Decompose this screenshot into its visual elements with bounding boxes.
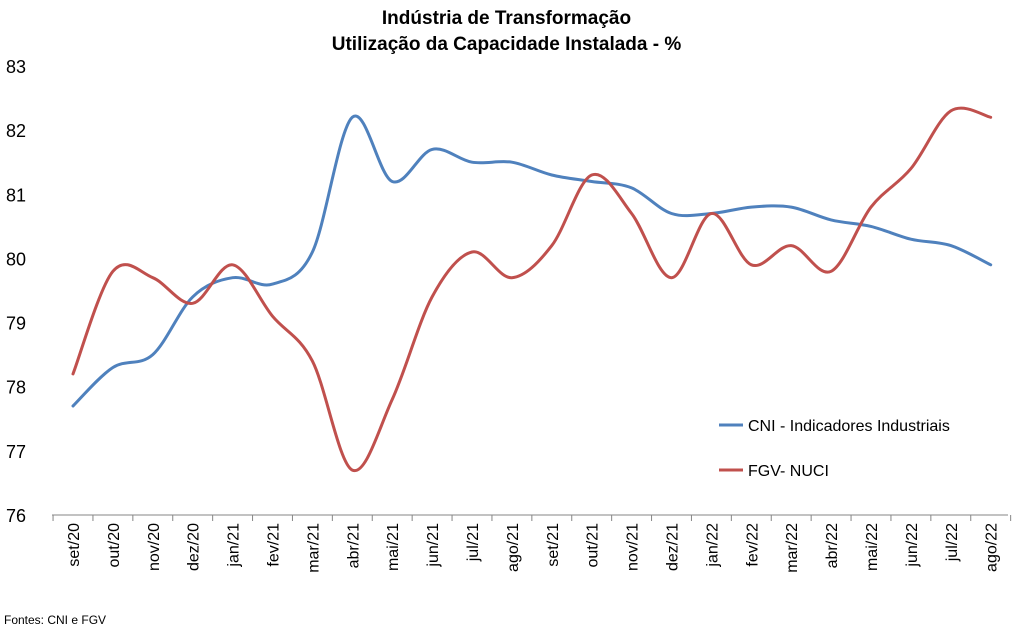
x-tick-label: abr/21 bbox=[345, 523, 362, 568]
x-tick-label: nov/20 bbox=[146, 523, 163, 571]
x-tick-label: abr/22 bbox=[824, 523, 841, 568]
x-tick-label: mar/22 bbox=[784, 523, 801, 573]
x-tick-label: set/20 bbox=[66, 523, 83, 567]
x-tick-label: mai/22 bbox=[864, 523, 881, 571]
x-tick-label: ago/21 bbox=[505, 523, 522, 572]
legend-label: FGV- NUCI bbox=[748, 463, 829, 480]
source-note: Fontes: CNI e FGV bbox=[4, 613, 107, 627]
y-tick-label: 81 bbox=[6, 185, 26, 205]
x-tick-label: jan/22 bbox=[704, 523, 721, 568]
chart-title: Indústria de Transformação bbox=[381, 8, 632, 29]
series-line-2 bbox=[71, 106, 993, 472]
x-tick-label: dez/20 bbox=[186, 523, 203, 571]
x-tick-label: nov/21 bbox=[625, 523, 642, 571]
y-tick-label: 78 bbox=[6, 378, 26, 398]
x-tick-label: jul/22 bbox=[944, 523, 961, 562]
x-tick-label: mar/21 bbox=[305, 523, 322, 573]
x-tick-label: jul/21 bbox=[465, 523, 482, 562]
y-tick-label: 79 bbox=[6, 314, 26, 334]
y-tick-label: 83 bbox=[6, 57, 26, 77]
x-tick-label: mai/21 bbox=[385, 523, 402, 571]
x-tick-label: dez/21 bbox=[665, 523, 682, 571]
x-tick-label: out/21 bbox=[585, 523, 602, 568]
chart-subtitle: Utilização da Capacidade Instalada - % bbox=[331, 34, 682, 55]
y-tick-label: 76 bbox=[6, 506, 26, 526]
x-tick-label: out/20 bbox=[106, 523, 123, 568]
x-tick-label: fev/21 bbox=[266, 523, 283, 567]
y-tick-label: 82 bbox=[6, 121, 26, 141]
legend: CNI - Indicadores Industriais FGV- NUCI bbox=[719, 418, 950, 480]
chart-title-block: Indústria de Transformação Utilização da… bbox=[0, 6, 1013, 58]
axes: 76 77 78 79 80 81 82 83 set/20 out/20 nov/20 dez/20… bbox=[6, 57, 1012, 573]
x-tick-label: jan/21 bbox=[226, 523, 243, 568]
series-layer bbox=[71, 106, 993, 472]
x-tick-label: jun/22 bbox=[904, 523, 921, 568]
series-line-1 bbox=[71, 114, 993, 408]
y-tick-label: 80 bbox=[6, 249, 26, 269]
legend-label: CNI - Indicadores Industriais bbox=[748, 418, 950, 435]
x-tick-label: ago/22 bbox=[984, 523, 1001, 572]
y-tick-label: 77 bbox=[6, 442, 26, 462]
x-tick-label: set/21 bbox=[545, 523, 562, 567]
x-tick-label: fev/22 bbox=[744, 523, 761, 567]
x-tick-label: jun/21 bbox=[425, 523, 442, 568]
